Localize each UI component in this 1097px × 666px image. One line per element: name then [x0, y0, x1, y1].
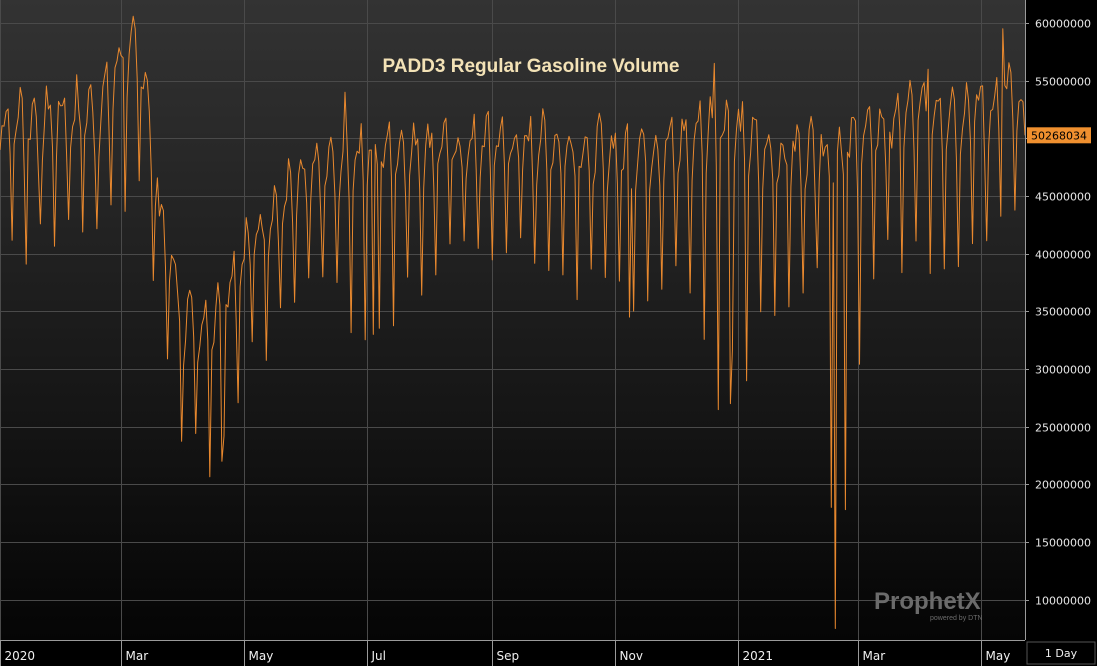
- y-tick-label: 15000000: [1035, 537, 1091, 550]
- x-tick-label: May: [249, 649, 274, 663]
- y-tick-label: 40000000: [1035, 249, 1091, 262]
- y-axis-panel: [1025, 0, 1097, 666]
- plot-background: [0, 0, 1025, 640]
- y-tick-label: 20000000: [1035, 479, 1091, 492]
- y-tick-label: 30000000: [1035, 364, 1091, 377]
- x-tick-label: Sep: [497, 649, 520, 663]
- x-tick-label: Mar: [126, 649, 149, 663]
- watermark-logo: ProphetX: [874, 588, 981, 615]
- y-axis: 10000000 15000000 20000000 25000000 30000000…: [1025, 18, 1091, 608]
- x-axis-panel: [0, 640, 1025, 666]
- x-axis: 2020 Mar May Jul Sep Nov 2021 Mar May: [0, 640, 1011, 666]
- x-tick-label: 2020: [5, 649, 36, 663]
- x-tick-label: 2021: [743, 649, 774, 663]
- last-value-badge: 50268034: [1027, 127, 1091, 144]
- prophetx-watermark: ProphetX powered by DTN: [874, 588, 983, 622]
- series: [0, 15, 1026, 629]
- last-value-box: [1027, 127, 1091, 144]
- y-tick-label: 10000000: [1035, 595, 1091, 608]
- y-tick-label: 35000000: [1035, 306, 1091, 319]
- y-tick-label: 25000000: [1035, 422, 1091, 435]
- y-tick-label: 60000000: [1035, 18, 1091, 31]
- x-tick-label: Jul: [371, 649, 386, 663]
- x-tick-label: Mar: [863, 649, 886, 663]
- chart-title: PADD3 Regular Gasoline Volume: [382, 56, 679, 77]
- series-line: [0, 15, 1026, 629]
- period-selector[interactable]: 1 Day: [1026, 641, 1096, 665]
- watermark-subtitle: powered by DTN: [930, 615, 983, 622]
- x-tick-label: Nov: [620, 649, 643, 663]
- x-tick-label: May: [986, 649, 1011, 663]
- period-box[interactable]: [1026, 641, 1096, 665]
- period-label[interactable]: 1 Day: [1045, 647, 1078, 660]
- y-tick-label: 55000000: [1035, 76, 1091, 89]
- last-value-label: 50268034: [1031, 129, 1087, 142]
- y-tick-label: 45000000: [1035, 191, 1091, 204]
- grid: [0, 0, 1025, 640]
